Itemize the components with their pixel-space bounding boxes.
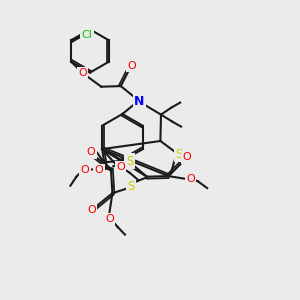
Text: Cl: Cl xyxy=(82,30,92,40)
Text: O: O xyxy=(105,214,114,224)
Text: O: O xyxy=(183,152,191,163)
Text: O: O xyxy=(87,205,96,215)
Text: O: O xyxy=(186,174,195,184)
Text: O: O xyxy=(127,61,136,71)
Text: S: S xyxy=(127,180,135,193)
Text: O: O xyxy=(95,165,103,175)
Text: S: S xyxy=(126,154,133,168)
Text: O: O xyxy=(116,162,125,172)
Text: O: O xyxy=(81,165,89,175)
Text: O: O xyxy=(78,68,87,78)
Text: N: N xyxy=(134,94,145,108)
Text: O: O xyxy=(86,147,95,158)
Text: S: S xyxy=(175,148,183,161)
